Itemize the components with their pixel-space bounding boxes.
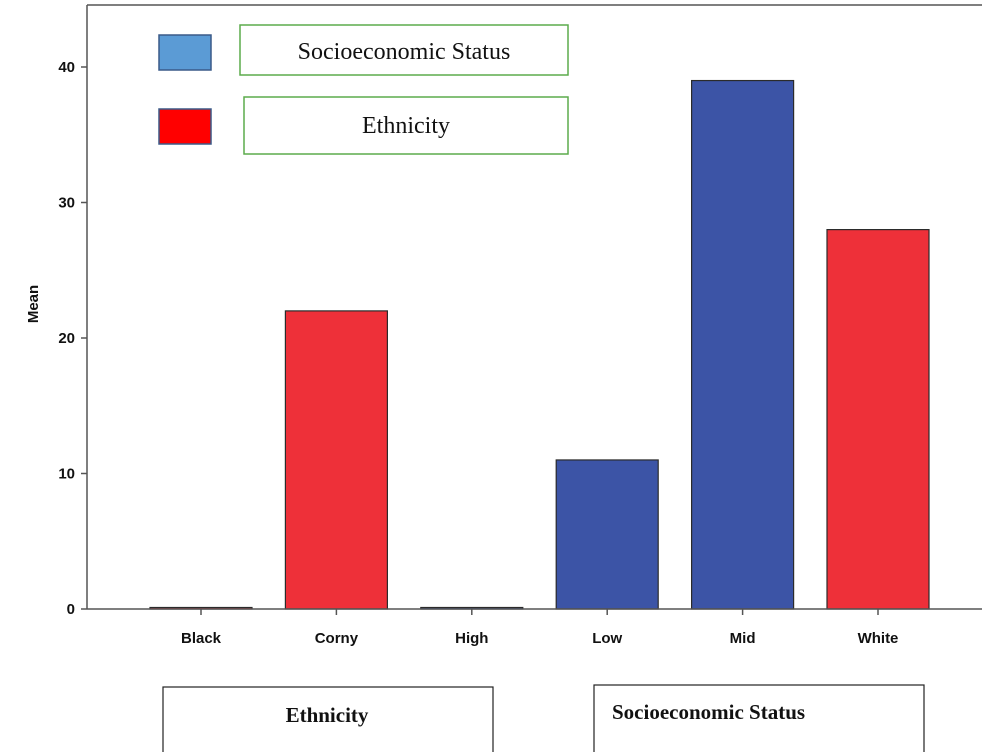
legend: Socioeconomic Status Ethnicity xyxy=(158,24,569,155)
group-box-socioeconomic xyxy=(593,684,925,752)
legend-label-socioeconomic: Socioeconomic Status xyxy=(298,39,511,65)
y-tick-label: 20 xyxy=(58,330,75,347)
legend-swatch-socioeconomic xyxy=(158,34,212,71)
y-tick-label: 0 xyxy=(67,601,75,618)
legend-label-ethnicity: Ethnicity xyxy=(362,113,450,139)
group-box-ethnicity xyxy=(162,686,494,752)
x-tick-label-black: Black xyxy=(181,630,222,647)
legend-swatch-ethnicity xyxy=(158,108,212,145)
x-tick-label-mid: Mid xyxy=(730,630,756,647)
bars xyxy=(149,79,930,610)
x-tick-label-white: White xyxy=(858,630,899,647)
group-labels: Ethnicity Socioeconomic Status xyxy=(162,684,925,752)
legend-label-box-ethnicity xyxy=(243,96,569,155)
group-label-ethnicity: Ethnicity xyxy=(286,703,369,727)
y-tick-label: 30 xyxy=(58,195,75,212)
x-ticks: Black Corny High Low Mid White xyxy=(181,609,898,647)
bar-corny xyxy=(284,310,388,610)
y-tick-label: 40 xyxy=(58,59,75,76)
x-tick-label-high: High xyxy=(455,630,488,647)
y-tick-label: 10 xyxy=(58,466,75,483)
bar-mid xyxy=(690,79,795,610)
y-axis-title: Mean xyxy=(25,285,42,323)
legend-label-box-socioeconomic xyxy=(239,24,569,76)
x-tick-label-low: Low xyxy=(592,630,622,647)
y-ticks: 0 10 20 30 40 xyxy=(58,59,87,618)
bar-white xyxy=(826,229,930,610)
bar-low xyxy=(555,459,659,610)
group-label-socioeconomic: Socioeconomic Status xyxy=(612,700,805,724)
x-tick-label-corny: Corny xyxy=(315,630,359,647)
axes xyxy=(86,4,982,610)
